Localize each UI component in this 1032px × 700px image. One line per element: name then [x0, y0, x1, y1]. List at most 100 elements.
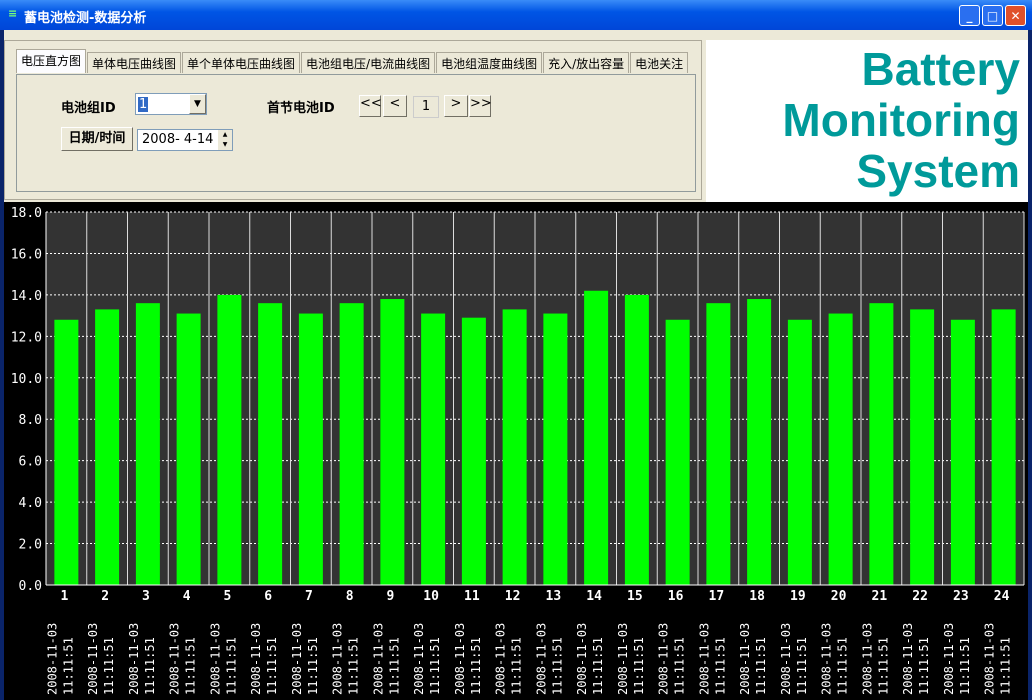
x-tick-label: 5 [223, 589, 231, 604]
x-timestamp-label: 11:11:51 [102, 637, 116, 695]
tab-0[interactable]: 电压直方图 [16, 49, 87, 73]
x-timestamp-label: 2008-11-03 [412, 623, 426, 695]
minimize-button[interactable]: _ [959, 5, 980, 26]
x-tick-label: 10 [423, 589, 439, 604]
cell-id-value: 1 [413, 96, 439, 118]
logo-line: Battery [861, 43, 1020, 95]
bar [258, 303, 283, 585]
x-timestamp-label: 11:11:51 [591, 637, 605, 695]
x-tick-label: 17 [709, 589, 725, 604]
x-timestamp-label: 11:11:51 [510, 637, 524, 695]
x-timestamp-label: 11:11:51 [306, 637, 320, 695]
x-timestamp-label: 11:11:51 [224, 637, 238, 695]
prev-button[interactable]: < [383, 95, 407, 117]
tab-4[interactable]: 电池组温度曲线图 [436, 52, 543, 73]
close-button[interactable]: ✕ [1005, 5, 1026, 26]
bar [502, 309, 527, 585]
x-tick-label: 7 [305, 589, 313, 604]
tab-3[interactable]: 电池组电压/电流曲线图 [301, 52, 436, 73]
title-bar: ≡ 蓄电池检测-数据分析 _ □ ✕ [0, 0, 1032, 30]
x-timestamp-label: 11:11:51 [632, 637, 646, 695]
x-tick-label: 1 [60, 589, 68, 604]
x-tick-label: 6 [264, 589, 272, 604]
group-id-value: 1 [138, 97, 149, 112]
logo-line: System [856, 145, 1020, 197]
x-timestamp-label: 2008-11-03 [575, 623, 589, 695]
y-tick-label: 0.0 [19, 579, 42, 594]
x-tick-label: 3 [142, 589, 150, 604]
x-tick-label: 23 [953, 589, 969, 604]
x-timestamp-label: 11:11:51 [999, 637, 1013, 695]
x-timestamp-label: 11:11:51 [550, 637, 564, 695]
x-timestamp-label: 11:11:51 [184, 637, 198, 695]
x-timestamp-label: 11:11:51 [836, 637, 850, 695]
bar [747, 299, 772, 585]
tab-2[interactable]: 单个单体电压曲线图 [182, 52, 301, 73]
bar [624, 294, 649, 585]
bar [828, 313, 853, 585]
first-button[interactable]: << [359, 95, 382, 117]
x-timestamp-label: 2008-11-03 [453, 623, 467, 695]
logo: Battery Monitoring System [706, 40, 1028, 202]
x-timestamp-label: 2008-11-03 [697, 623, 711, 695]
x-tick-label: 16 [668, 589, 684, 604]
y-tick-label: 18.0 [11, 206, 42, 221]
date-picker[interactable]: 2008- 4-14 ▲ ▼ [137, 129, 233, 151]
x-timestamp-label: 11:11:51 [469, 637, 483, 695]
x-tick-label: 4 [183, 589, 191, 604]
bar [380, 299, 405, 585]
y-tick-label: 16.0 [11, 247, 42, 262]
bar [991, 309, 1016, 585]
x-timestamp-label: 11:11:51 [387, 637, 401, 695]
tab-page: 电池组ID 1 ▼ 首节电池ID << < 1 > >> 日期/时间 2008-… [16, 74, 696, 192]
x-tick-label: 14 [586, 589, 602, 604]
x-tick-label: 21 [872, 589, 888, 604]
y-tick-label: 12.0 [11, 330, 42, 345]
bar [665, 319, 690, 585]
x-timestamp-label: 2008-11-03 [901, 623, 915, 695]
main-window: 电压直方图 单体电压曲线图 单个单体电压曲线图 电池组电压/电流曲线图 电池组温度曲线图… [4, 30, 1028, 700]
bar [543, 313, 568, 585]
voltage-histogram-chart: 0.0 2.0 4.0 6.0 8.0 10.0 12.0 14.0 16.0 18.0 1 2008… [4, 202, 1028, 700]
date-time-button[interactable]: 日期/时间 [61, 127, 133, 151]
x-timestamp-label: 11:11:51 [428, 637, 442, 695]
x-timestamp-label: 2008-11-03 [738, 623, 752, 695]
spinner-icon[interactable]: ▲ ▼ [218, 130, 232, 150]
x-timestamp-label: 2008-11-03 [657, 623, 671, 695]
bar [869, 303, 894, 585]
tab-1[interactable]: 单体电压曲线图 [87, 52, 182, 73]
y-tick-label: 10.0 [11, 372, 42, 387]
x-timestamp-label: 2008-11-03 [860, 623, 874, 695]
x-timestamp-label: 11:11:51 [876, 637, 890, 695]
x-timestamp-label: 2008-11-03 [127, 623, 141, 695]
y-tick-label: 8.0 [19, 413, 42, 428]
x-timestamp-label: 11:11:51 [673, 637, 687, 695]
bar [54, 319, 79, 585]
bar [339, 303, 364, 585]
last-button[interactable]: >> [469, 95, 492, 117]
x-tick-label: 12 [505, 589, 521, 604]
x-timestamp-label: 2008-11-03 [45, 623, 59, 695]
y-tick-label: 2.0 [19, 538, 42, 553]
tab-bar: 电压直方图 单体电压曲线图 单个单体电压曲线图 电池组电压/电流曲线图 电池组温度曲线图… [16, 49, 689, 73]
bar [910, 309, 935, 585]
x-tick-label: 22 [912, 589, 928, 604]
x-timestamp-label: 11:11:51 [713, 637, 727, 695]
x-timestamp-label: 2008-11-03 [494, 623, 508, 695]
x-timestamp-label: 2008-11-03 [290, 623, 304, 695]
group-id-select[interactable]: 1 ▼ [135, 93, 207, 115]
tab-6[interactable]: 电池关注 [630, 52, 689, 73]
app-icon: ≡ [8, 7, 18, 20]
next-button[interactable]: > [444, 95, 468, 117]
date-value: 2008- 4-14 [142, 132, 214, 147]
x-timestamp-label: 11:11:51 [958, 637, 972, 695]
bar [421, 313, 446, 585]
maximize-button[interactable]: □ [982, 5, 1003, 26]
group-id-label: 电池组ID [61, 101, 116, 116]
tab-5[interactable]: 充入/放出容量 [543, 52, 630, 73]
control-panel [4, 40, 702, 200]
x-timestamp-label: 2008-11-03 [983, 623, 997, 695]
chevron-down-icon[interactable]: ▼ [189, 94, 206, 114]
bar [787, 319, 812, 585]
x-timestamp-label: 2008-11-03 [208, 623, 222, 695]
